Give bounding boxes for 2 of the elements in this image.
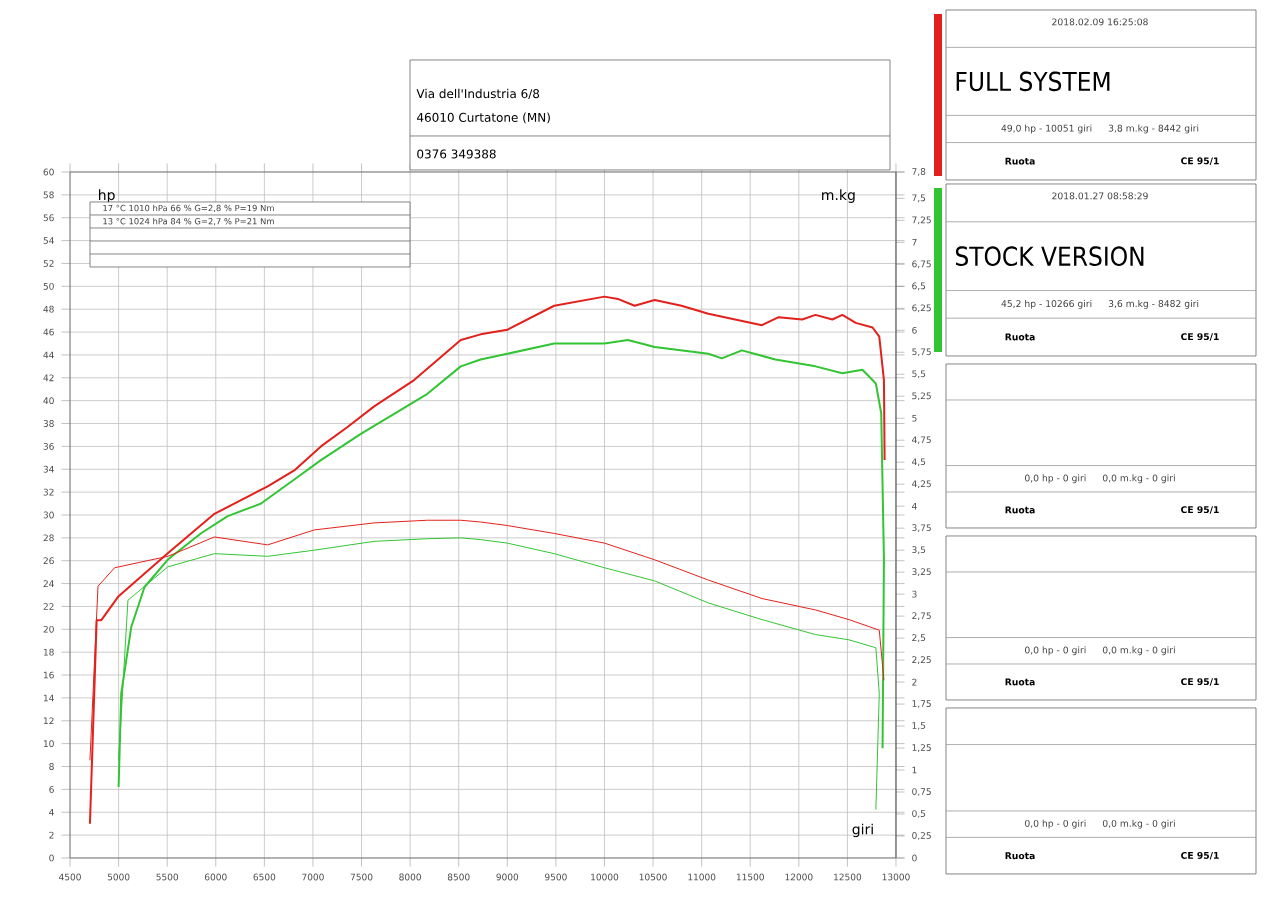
text: FULL SYSTEM	[956, 71, 1110, 92]
text: STOCK VERSION	[955, 246, 1144, 267]
